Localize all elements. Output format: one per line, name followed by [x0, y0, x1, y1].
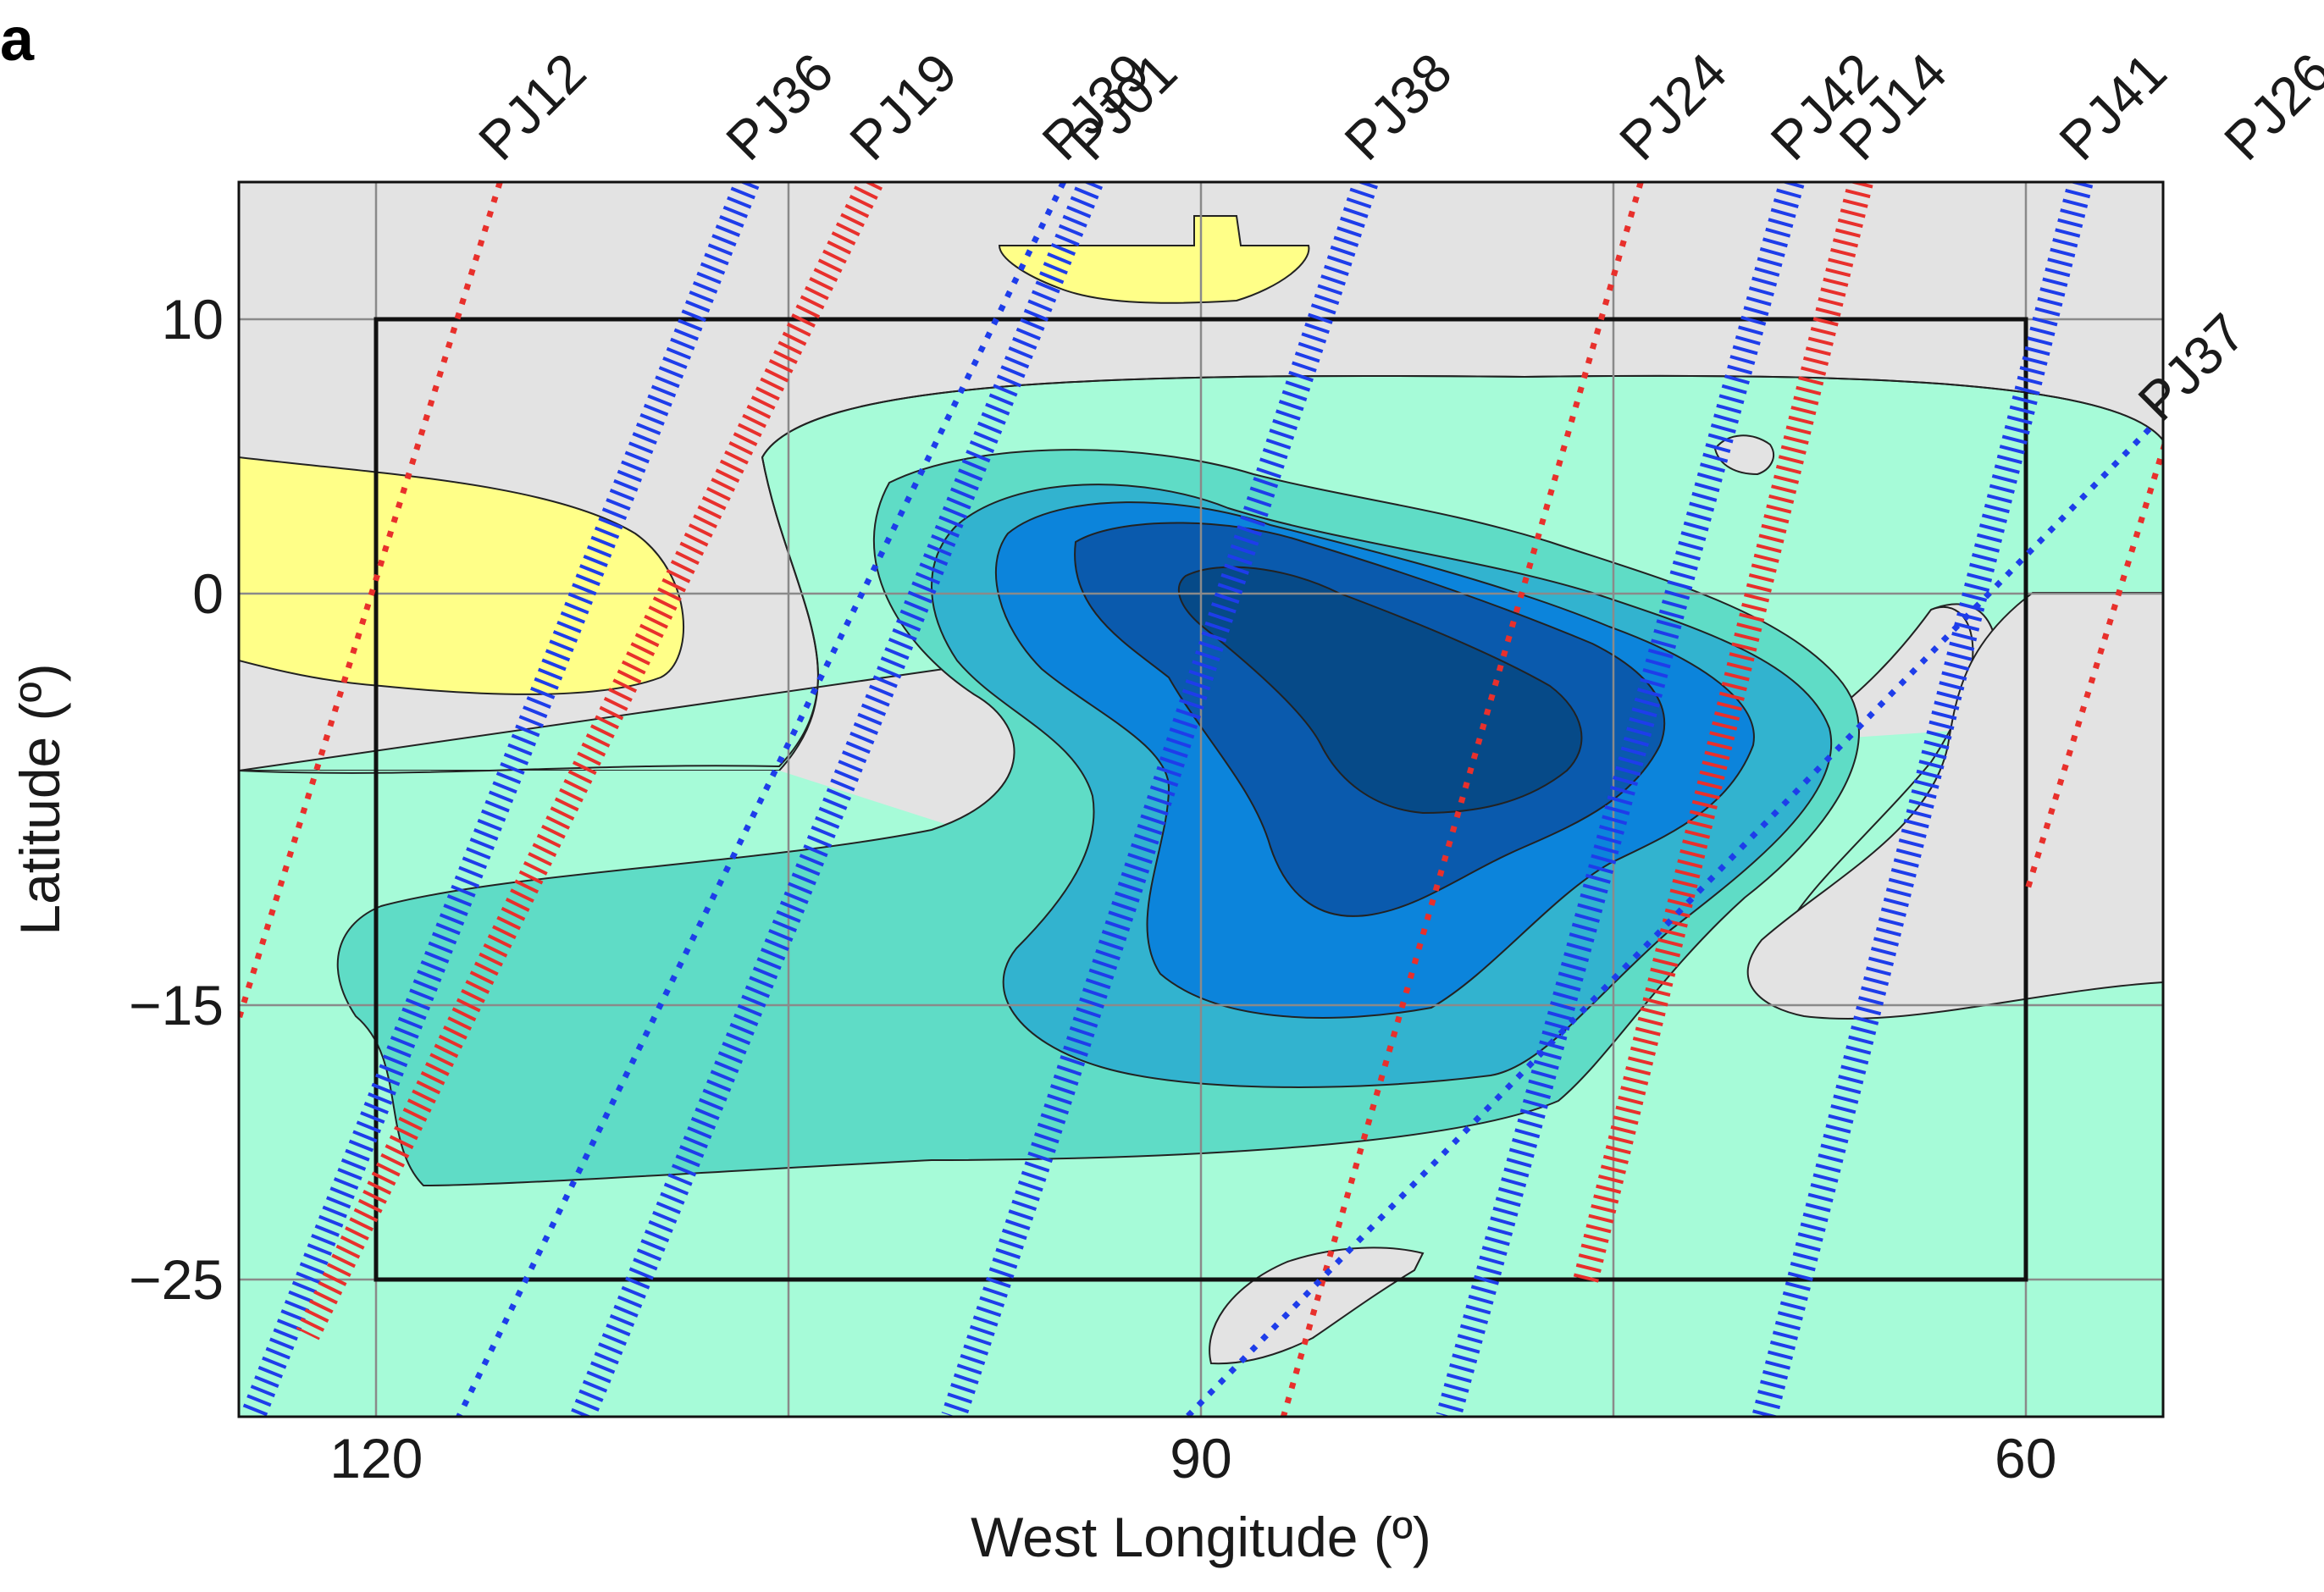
track-pj19 [296, 182, 883, 1340]
positive-region-west [239, 456, 685, 695]
label-pj38: PJ38 [1333, 41, 1464, 172]
track-pj24 [1281, 182, 1644, 1417]
positive-region-north [998, 215, 1310, 304]
neutral-patch-south [1209, 1247, 1425, 1365]
track-pj36 [241, 182, 760, 1417]
x-tick-label: 60 [1995, 1427, 2056, 1490]
y-tick-label: −25 [129, 1248, 224, 1311]
panel-letter: a [0, 6, 35, 74]
plot-frame [237, 180, 2165, 1418]
label-pj12: PJ12 [467, 41, 597, 172]
y-tick-label: 10 [162, 288, 224, 351]
track-pj39 [456, 182, 1066, 1417]
y-tick-labels: 10 0 −15 −25 [129, 288, 224, 1311]
y-tick-label: 0 [192, 562, 224, 625]
x-tick-label: 120 [329, 1427, 423, 1490]
neutral-region-east [1746, 592, 2163, 1020]
x-tick-label: 90 [1170, 1427, 1231, 1490]
label-pj19: PJ19 [838, 41, 969, 172]
track-pj38 [941, 182, 1378, 1417]
track-pj42 [1436, 182, 1805, 1417]
label-pj36: PJ36 [714, 41, 844, 172]
contour-level-6 [1177, 566, 1583, 815]
perijove-tracks [239, 182, 2163, 1417]
plot-area [239, 182, 2163, 1417]
region-box [374, 317, 2028, 1282]
track-pj37 [1185, 427, 2152, 1417]
x-axis-label: West Longitude (º) [971, 1506, 1431, 1568]
label-pj24: PJ24 [1607, 41, 1738, 172]
x-tick-labels: 120 90 60 [329, 1427, 2056, 1490]
label-pj41: PJ41 [2048, 41, 2178, 172]
y-axis-label: Latitude (º) [8, 663, 71, 935]
neutral-patch-north [1713, 434, 1774, 476]
y-tick-label: −15 [129, 974, 224, 1036]
label-pj26: PJ26 [2212, 41, 2324, 172]
